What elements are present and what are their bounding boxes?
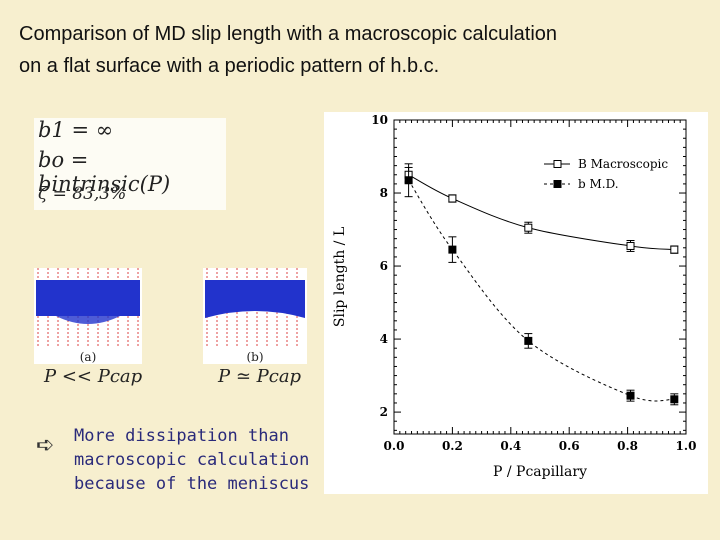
note-text: More dissipation than macroscopic calcul… — [74, 424, 334, 496]
data-point — [448, 245, 457, 254]
formula-zeta: ζ = 83,3% — [38, 184, 127, 204]
snapshot-b-label: (b) — [246, 350, 264, 364]
note-line-2: macroscopic calculation — [74, 450, 310, 470]
slide-title: Comparison of MD slip length with a macr… — [19, 18, 699, 82]
x-tick-label: 0.8 — [617, 439, 638, 453]
x-tick-label: 0.4 — [500, 439, 521, 453]
note-line-3: because of the meniscus — [74, 474, 310, 494]
legend-label-2: b M.D. — [578, 177, 619, 191]
series-line-2 — [408, 179, 675, 402]
y-tick-label: 10 — [371, 113, 388, 127]
data-point — [448, 194, 457, 203]
y-tick-label: 6 — [380, 259, 388, 273]
y-tick-label: 2 — [380, 405, 388, 419]
x-tick-label: 1.0 — [676, 439, 697, 453]
data-point — [626, 241, 635, 250]
y-axis-label: Slip length / L — [332, 227, 348, 327]
chart-svg: 0.0 0.2 0.4 0.6 0.8 1.0 2 4 6 8 10 P / Pcapillary Sl… — [332, 113, 697, 480]
condition-a: P << Pcap — [44, 366, 143, 387]
data-point — [524, 223, 533, 232]
legend-marker-2 — [553, 180, 562, 188]
y-tick-label: 8 — [380, 186, 388, 200]
x-tick-label: 0.6 — [559, 439, 580, 453]
data-point — [404, 176, 413, 185]
x-tick-label: 0.0 — [384, 439, 405, 453]
snapshot-b-image — [205, 268, 305, 346]
note-line-1: More dissipation than — [74, 426, 289, 446]
arrow-bullet-icon: ➪ — [36, 432, 55, 457]
legend-marker-1 — [553, 160, 562, 168]
condition-b: P ≃ Pcap — [218, 366, 302, 387]
data-point — [524, 336, 533, 345]
title-line-1: Comparison of MD slip length with a macr… — [19, 23, 558, 45]
y-tick-label: 4 — [380, 332, 388, 346]
title-line-2: on a flat surface with a periodic patter… — [19, 55, 440, 77]
data-point — [626, 391, 635, 400]
simulation-snapshot-b: (b) — [203, 268, 307, 364]
formula-b1: b1 = ∞ — [38, 118, 114, 142]
formula-bo: bo = bintrinsic(P) — [38, 148, 171, 196]
snapshot-a-image — [36, 268, 140, 346]
formula-box: b1 = ∞ bo = bintrinsic(P) ζ = 83,3% — [34, 118, 226, 210]
x-axis-label: P / Pcapillary — [493, 464, 587, 480]
data-point — [670, 245, 679, 254]
snapshot-a-label: (a) — [79, 350, 97, 364]
legend-label-1: B Macroscopic — [578, 157, 668, 171]
series-line-1 — [408, 174, 675, 251]
data-point — [670, 395, 679, 404]
simulation-snapshot-a: (a) — [34, 268, 142, 364]
x-tick-label: 0.2 — [442, 439, 463, 453]
slip-length-chart: 0.0 0.2 0.4 0.6 0.8 1.0 2 4 6 8 10 P / Pcapillary Sl… — [324, 112, 708, 494]
